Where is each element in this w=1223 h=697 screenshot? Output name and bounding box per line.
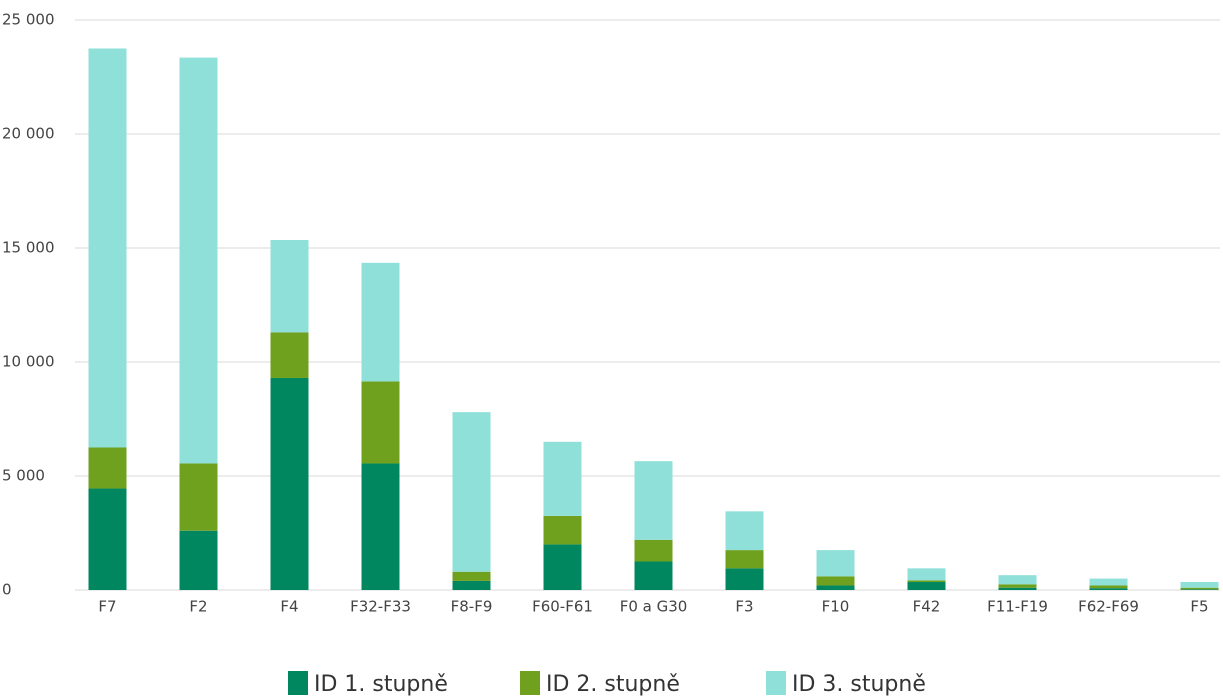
bar-segment bbox=[88, 447, 127, 489]
legend-swatch bbox=[766, 671, 786, 695]
x-tick-label: F32-F33 bbox=[350, 598, 411, 616]
y-tick-label: 15 000 bbox=[2, 239, 55, 257]
bar-segment bbox=[907, 580, 946, 583]
bar-segment bbox=[998, 575, 1037, 585]
bar-segment bbox=[634, 539, 673, 562]
bar-segment bbox=[270, 240, 309, 333]
bar-segment bbox=[1089, 585, 1128, 589]
bar-segment bbox=[907, 582, 946, 590]
bar-segment bbox=[725, 568, 764, 590]
bar-segment bbox=[452, 571, 491, 581]
bar-segment bbox=[634, 461, 673, 540]
x-tick-label: F2 bbox=[189, 598, 207, 616]
x-tick-label: F8-F9 bbox=[451, 598, 493, 616]
bar-segment bbox=[361, 381, 400, 464]
x-tick-label: F7 bbox=[98, 598, 116, 616]
x-tick-label: F3 bbox=[735, 598, 753, 616]
bar-segment bbox=[88, 48, 127, 448]
x-tick-label: F0 a G30 bbox=[620, 598, 688, 616]
legend-label: ID 2. stupně bbox=[546, 672, 680, 697]
y-tick-label: 5 000 bbox=[2, 467, 45, 485]
bar-segment bbox=[725, 550, 764, 569]
bar-segment bbox=[998, 584, 1037, 588]
bar-segment bbox=[1180, 582, 1219, 588]
bar-segment bbox=[907, 568, 946, 581]
x-tick-label: F11-F19 bbox=[987, 598, 1048, 616]
bar-segment bbox=[270, 332, 309, 378]
bar-segment bbox=[361, 262, 400, 382]
bar-segment bbox=[452, 412, 491, 572]
bar-segment bbox=[179, 463, 218, 531]
x-tick-label: F62-F69 bbox=[1078, 598, 1139, 616]
legend-swatch bbox=[520, 671, 540, 695]
bar-segment bbox=[725, 511, 764, 551]
bar-segment bbox=[1089, 578, 1128, 586]
bar-segment bbox=[998, 587, 1037, 590]
x-tick-label: F4 bbox=[280, 598, 298, 616]
bar-segment bbox=[543, 441, 582, 516]
bar-segment bbox=[1180, 587, 1219, 590]
bar-segment bbox=[634, 561, 673, 590]
legend-label: ID 1. stupně bbox=[314, 672, 448, 697]
bar-segment bbox=[543, 544, 582, 590]
bar-segment bbox=[1089, 588, 1128, 590]
bar-segment bbox=[88, 488, 127, 590]
bar-segment bbox=[543, 515, 582, 545]
y-tick-label: 0 bbox=[2, 581, 12, 599]
bar-segment bbox=[1180, 589, 1219, 590]
legend-swatch bbox=[288, 671, 308, 695]
bar-segment bbox=[816, 576, 855, 586]
x-tick-label: F60-F61 bbox=[532, 598, 593, 616]
y-tick-label: 20 000 bbox=[2, 125, 55, 143]
bar-segment bbox=[270, 377, 309, 590]
legend-label: ID 3. stupně bbox=[792, 672, 926, 697]
x-tick-label: F5 bbox=[1190, 598, 1208, 616]
bar-segment bbox=[816, 585, 855, 590]
bar-segment bbox=[179, 530, 218, 590]
bar-segment bbox=[816, 550, 855, 577]
x-tick-label: F10 bbox=[822, 598, 850, 616]
bar-segment bbox=[452, 580, 491, 590]
bar-segment bbox=[361, 463, 400, 590]
x-tick-label: F42 bbox=[913, 598, 941, 616]
y-tick-label: 25 000 bbox=[2, 11, 55, 29]
bar-segment bbox=[179, 57, 218, 464]
y-tick-label: 10 000 bbox=[2, 353, 55, 371]
